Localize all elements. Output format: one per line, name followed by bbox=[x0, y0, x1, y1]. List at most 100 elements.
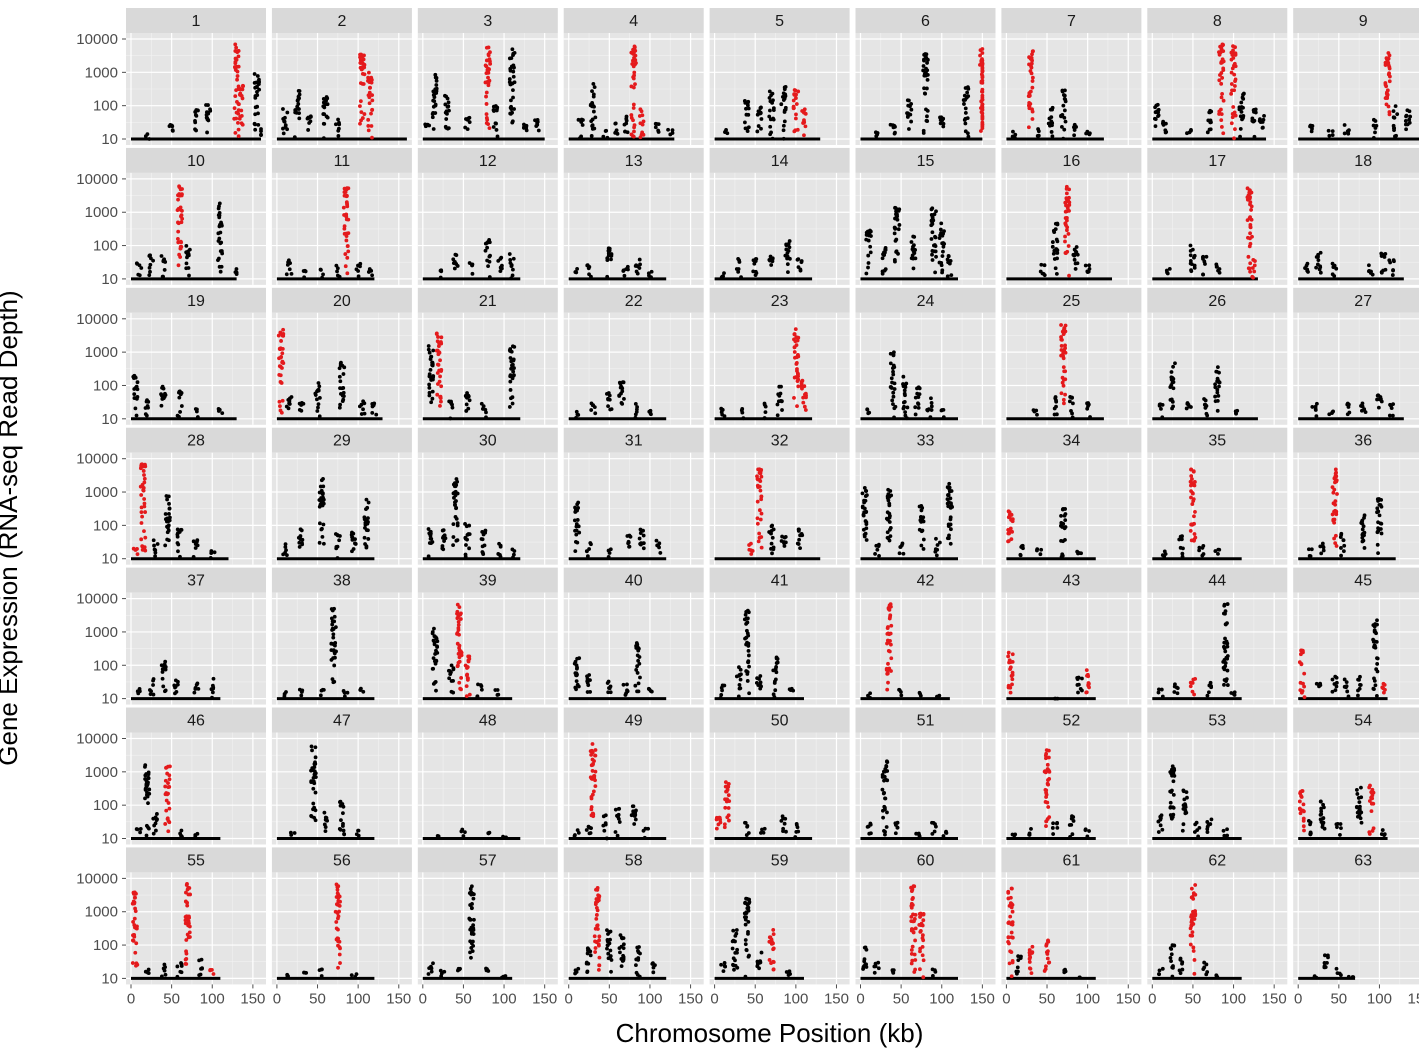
data-point bbox=[297, 116, 301, 120]
data-point bbox=[194, 114, 198, 118]
facet-panel: 27 bbox=[1293, 288, 1419, 425]
data-point bbox=[142, 486, 146, 490]
data-point bbox=[624, 117, 628, 121]
data-point bbox=[759, 684, 763, 688]
data-point bbox=[140, 510, 144, 514]
data-point bbox=[317, 381, 321, 385]
data-point bbox=[739, 678, 743, 682]
data-point bbox=[937, 694, 941, 698]
data-point bbox=[257, 82, 261, 86]
data-point bbox=[592, 776, 596, 780]
data-point bbox=[1238, 107, 1242, 111]
data-point bbox=[253, 96, 257, 100]
data-point bbox=[342, 365, 346, 369]
data-point bbox=[1262, 114, 1266, 118]
data-point bbox=[434, 649, 438, 653]
data-point bbox=[315, 409, 319, 413]
data-point bbox=[1179, 546, 1183, 550]
facet-label: 16 bbox=[1063, 153, 1081, 170]
data-point bbox=[738, 686, 742, 690]
data-point bbox=[1232, 136, 1236, 140]
data-point bbox=[187, 274, 191, 278]
data-point bbox=[939, 221, 943, 225]
data-point bbox=[187, 266, 191, 270]
data-point bbox=[237, 102, 241, 106]
data-point bbox=[581, 123, 585, 127]
data-point bbox=[338, 375, 342, 379]
data-point bbox=[179, 246, 183, 250]
data-point bbox=[786, 255, 790, 259]
data-point bbox=[1379, 498, 1383, 502]
data-point bbox=[463, 126, 467, 130]
data-point bbox=[738, 683, 742, 687]
data-point bbox=[370, 98, 374, 102]
data-point bbox=[362, 82, 366, 86]
data-point bbox=[1216, 552, 1220, 556]
data-point bbox=[926, 78, 930, 82]
data-point bbox=[786, 270, 790, 274]
data-point bbox=[334, 122, 338, 126]
data-point bbox=[146, 404, 150, 408]
data-point bbox=[498, 257, 502, 261]
data-point bbox=[1335, 492, 1339, 496]
data-point bbox=[776, 403, 780, 407]
data-point bbox=[1061, 137, 1065, 141]
data-point bbox=[483, 531, 487, 535]
data-point bbox=[891, 373, 895, 377]
data-point bbox=[895, 249, 899, 253]
data-point bbox=[591, 758, 595, 762]
data-point bbox=[176, 237, 180, 241]
y-tick-label: 1000 bbox=[85, 484, 118, 501]
data-point bbox=[345, 188, 349, 192]
data-point bbox=[640, 130, 644, 134]
data-point bbox=[796, 384, 800, 388]
data-point bbox=[607, 391, 611, 395]
data-point bbox=[314, 791, 318, 795]
data-point bbox=[591, 742, 595, 746]
data-point bbox=[447, 100, 451, 104]
data-point bbox=[782, 98, 786, 102]
data-point bbox=[184, 244, 188, 248]
data-point bbox=[439, 400, 443, 404]
data-point bbox=[449, 670, 453, 674]
data-point bbox=[466, 665, 470, 669]
data-point bbox=[606, 681, 610, 685]
data-point bbox=[642, 534, 646, 538]
data-point bbox=[980, 74, 984, 78]
data-point bbox=[792, 105, 796, 109]
data-point bbox=[1230, 88, 1234, 92]
data-point bbox=[180, 209, 184, 213]
data-point bbox=[460, 828, 464, 832]
data-point bbox=[581, 118, 585, 122]
data-point bbox=[368, 86, 372, 90]
data-point bbox=[1216, 365, 1220, 369]
data-point bbox=[906, 406, 910, 410]
data-point bbox=[452, 666, 456, 670]
data-point bbox=[509, 105, 513, 109]
data-point bbox=[435, 393, 439, 397]
data-point bbox=[925, 68, 929, 72]
data-point bbox=[464, 555, 468, 559]
data-point bbox=[756, 467, 760, 471]
data-point bbox=[143, 796, 147, 800]
data-point bbox=[1031, 50, 1035, 54]
data-point bbox=[1008, 686, 1012, 690]
data-point bbox=[288, 402, 292, 406]
facet-label: 36 bbox=[1354, 433, 1372, 450]
data-point bbox=[1333, 675, 1337, 679]
data-point bbox=[238, 117, 242, 121]
data-point bbox=[1223, 650, 1227, 654]
data-point bbox=[1063, 526, 1067, 530]
data-point bbox=[1056, 240, 1060, 244]
data-point bbox=[1189, 253, 1193, 257]
data-point bbox=[453, 267, 457, 271]
data-point bbox=[1363, 546, 1367, 550]
data-point bbox=[1191, 681, 1195, 685]
data-point bbox=[1162, 123, 1166, 127]
data-point bbox=[160, 404, 164, 408]
data-point bbox=[1064, 204, 1068, 208]
data-point bbox=[254, 105, 258, 109]
data-point bbox=[898, 223, 902, 227]
data-point bbox=[290, 395, 294, 399]
facet-label: 17 bbox=[1208, 153, 1226, 170]
